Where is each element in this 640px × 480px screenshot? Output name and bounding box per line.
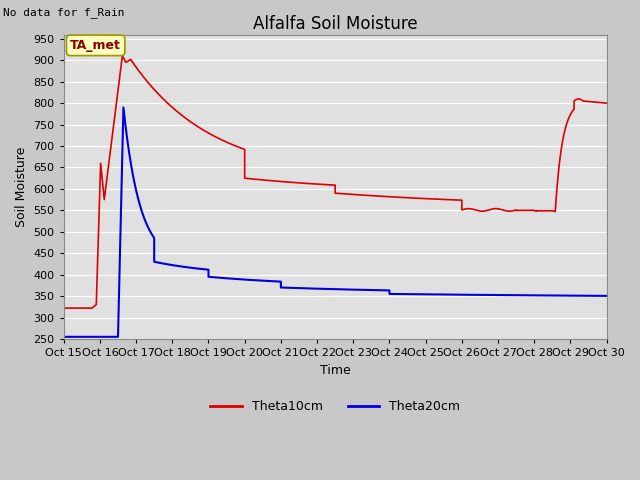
Theta20cm — [390, 291, 397, 297]
Line: Theta10cm: Theta10cm — [64, 56, 607, 308]
Theta10cm — [468, 206, 476, 212]
Text: No data for f_Rain: No data for f_Rain — [3, 7, 125, 18]
Theta10cm — [237, 145, 244, 151]
Y-axis label: Soil Moisture: Soil Moisture — [15, 146, 28, 227]
Theta20cm — [119, 141, 127, 146]
Theta10cm — [554, 178, 561, 183]
Theta20cm — [60, 334, 68, 340]
Theta10cm — [118, 53, 126, 59]
Theta20cm — [369, 287, 377, 293]
Theta20cm — [410, 291, 417, 297]
Theta20cm — [349, 287, 356, 292]
Theta10cm — [434, 196, 442, 202]
Text: TA_met: TA_met — [70, 39, 121, 52]
Theta20cm — [603, 293, 611, 299]
Legend: Theta10cm, Theta20cm: Theta10cm, Theta20cm — [205, 395, 465, 418]
Theta20cm — [120, 105, 127, 110]
Theta10cm — [60, 305, 68, 311]
Theta10cm — [97, 160, 104, 166]
X-axis label: Time: Time — [320, 363, 351, 376]
Theta10cm — [603, 100, 611, 106]
Theta10cm — [537, 208, 545, 214]
Title: Alfalfa Soil Moisture: Alfalfa Soil Moisture — [253, 15, 417, 33]
Line: Theta20cm: Theta20cm — [64, 108, 607, 337]
Theta20cm — [454, 292, 461, 298]
